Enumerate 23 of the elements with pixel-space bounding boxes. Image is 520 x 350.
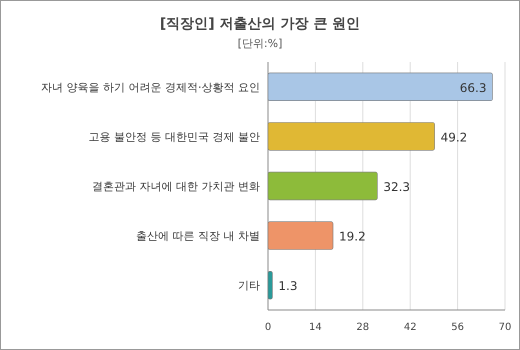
bar bbox=[268, 221, 334, 250]
x-tick-label: 42 bbox=[404, 322, 417, 333]
data-label: 49.2 bbox=[440, 130, 468, 144]
x-tick-label: 70 bbox=[498, 322, 512, 333]
y-tick-label: 자녀 양육을 하기 어려운 경제적·상황적 요인 bbox=[41, 80, 260, 94]
bar bbox=[268, 122, 435, 151]
x-tick-label: 56 bbox=[451, 322, 464, 333]
y-tick-label: 기타 bbox=[238, 279, 260, 292]
x-tick-label: 0 bbox=[264, 322, 272, 333]
data-label: 19.2 bbox=[339, 230, 366, 244]
data-label: 32.3 bbox=[383, 180, 410, 194]
y-tick-label: 고용 불안정 등 대한민국 경제 불안 bbox=[88, 130, 260, 144]
y-tick-label: 결혼관과 자녀에 대한 가치관 변화 bbox=[92, 180, 260, 193]
chart-title: [직장인] 저출산의 가장 큰 원인 bbox=[160, 16, 360, 32]
y-tick-label: 출산에 따른 직장 내 차별 bbox=[136, 230, 260, 243]
data-label: 1.3 bbox=[278, 279, 298, 294]
x-tick-label: 14 bbox=[309, 322, 322, 333]
data-label: 66.3 bbox=[460, 80, 486, 95]
bar bbox=[268, 271, 273, 300]
bar bbox=[268, 172, 378, 200]
x-tick-label: 28 bbox=[356, 322, 370, 333]
bar bbox=[268, 72, 493, 101]
chart-subtitle: [단위:%] bbox=[238, 37, 282, 50]
